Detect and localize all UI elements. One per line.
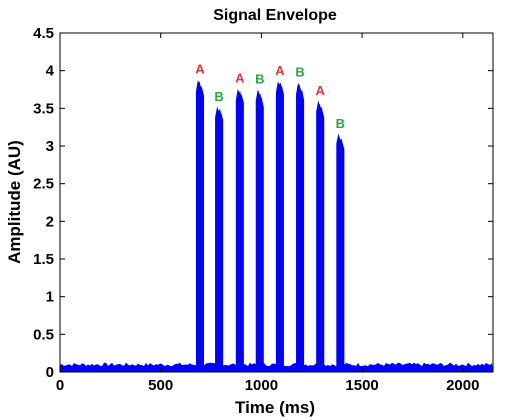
burst-2 — [215, 106, 224, 373]
burst-6 — [296, 82, 305, 372]
y-tick-label: 1 — [46, 289, 54, 306]
burst-label-2: B — [214, 89, 223, 104]
y-tick-label: 0.5 — [33, 326, 54, 343]
plot-frame — [59, 32, 494, 373]
burst-4 — [255, 89, 264, 372]
y-tick-label: 0 — [46, 364, 54, 381]
burst-7 — [316, 100, 325, 373]
x-tick-label: 2000 — [446, 377, 479, 394]
x-tick-label: 500 — [148, 377, 173, 394]
y-tick-label: 3.5 — [33, 100, 54, 117]
y-tick-label: 3 — [46, 138, 54, 155]
burst-5 — [275, 81, 284, 373]
burst-label-4: B — [255, 72, 264, 87]
y-tick-label: 2.5 — [33, 176, 54, 193]
burst-label-8: B — [336, 116, 345, 131]
x-tick-label: 1500 — [345, 377, 378, 394]
burst-label-5: A — [275, 63, 285, 78]
x-tick-label: 0 — [56, 377, 64, 394]
x-axis-label: Time (ms) — [235, 398, 315, 417]
y-tick-label: 4.5 — [33, 25, 54, 42]
chart-title: Signal Envelope — [213, 7, 337, 24]
y-tick-label: 4 — [46, 63, 55, 80]
burst-label-7: A — [316, 83, 326, 98]
burst-8 — [336, 133, 345, 372]
burst-label-1: A — [195, 62, 205, 77]
burst-1 — [195, 79, 204, 372]
burst-label-6: B — [295, 65, 304, 80]
y-axis-label: Amplitude (AU) — [5, 140, 24, 264]
burst-3 — [235, 88, 244, 372]
y-tick-label: 2 — [46, 213, 54, 230]
y-tick-label: 1.5 — [33, 251, 54, 268]
x-tick-label: 1000 — [245, 377, 278, 394]
burst-label-3: A — [235, 71, 245, 86]
